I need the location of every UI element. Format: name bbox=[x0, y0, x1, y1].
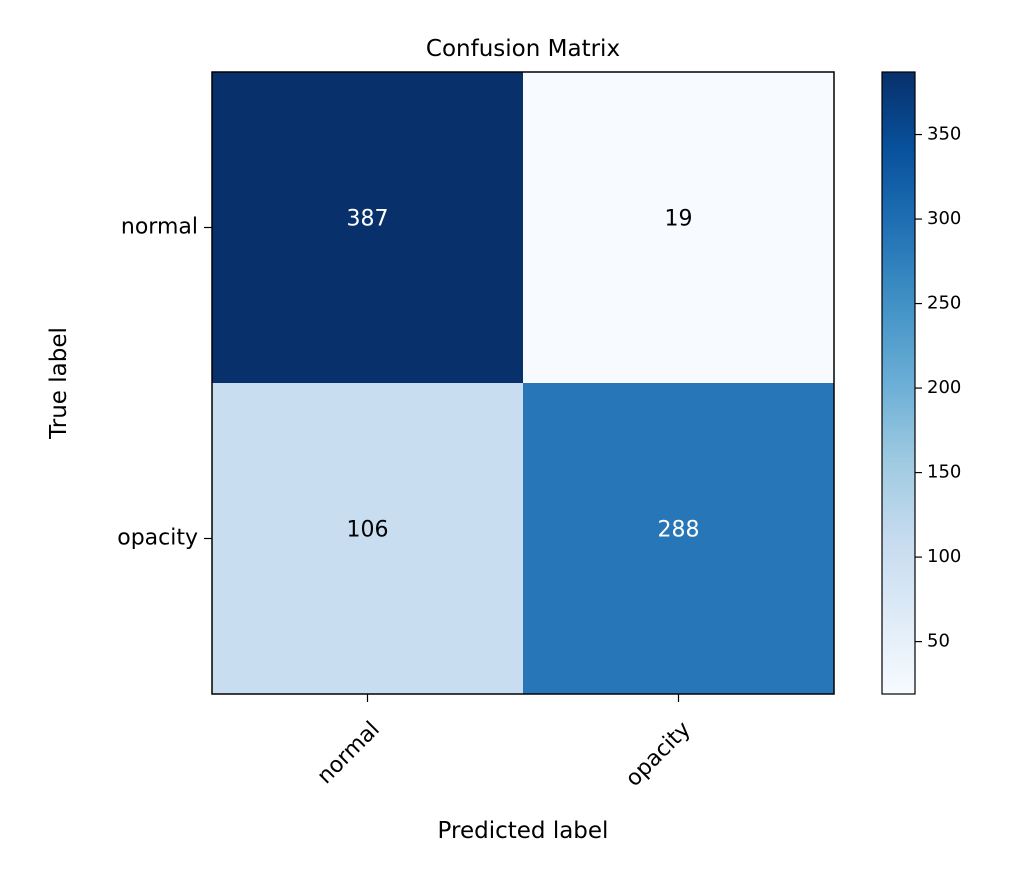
x-tick-label: opacity bbox=[621, 717, 696, 792]
heatmap-cell bbox=[212, 72, 524, 384]
cell-value-label: 19 bbox=[665, 207, 693, 232]
cell-value-label: 387 bbox=[347, 207, 389, 232]
colorbar-tick-label: 250 bbox=[927, 293, 961, 314]
x-tick-label: normal bbox=[313, 717, 385, 789]
chart-title: Confusion Matrix bbox=[426, 36, 620, 62]
heatmap-cell bbox=[523, 72, 835, 384]
colorbar-tick-label: 200 bbox=[927, 377, 961, 398]
cell-value-label: 288 bbox=[658, 518, 700, 543]
y-tick-label: opacity bbox=[117, 526, 198, 551]
colorbar-tick-label: 100 bbox=[927, 546, 961, 567]
colorbar-tick-label: 350 bbox=[927, 124, 961, 145]
y-axis-label: True label bbox=[46, 327, 72, 440]
colorbar bbox=[881, 71, 916, 695]
x-axis-label: Predicted label bbox=[438, 818, 609, 844]
heatmap-cell bbox=[212, 383, 524, 695]
y-tick-label: normal bbox=[121, 215, 198, 240]
colorbar-tick-label: 50 bbox=[927, 631, 950, 652]
cell-value-label: 106 bbox=[347, 518, 389, 543]
colorbar-tick-label: 300 bbox=[927, 208, 961, 229]
heatmap-cell-labels: 387 19 106 288 bbox=[347, 207, 700, 543]
colorbar-tick-label: 150 bbox=[927, 462, 961, 483]
colorbar-ticks: 50 100 150 200 250 300 350 bbox=[915, 124, 961, 652]
heatmap-cell bbox=[523, 383, 835, 695]
heatmap-cells bbox=[212, 72, 835, 695]
plot-frame bbox=[211, 71, 835, 695]
x-axis-ticks: normal opacity bbox=[313, 694, 696, 792]
y-axis-ticks: normal opacity bbox=[117, 215, 212, 551]
